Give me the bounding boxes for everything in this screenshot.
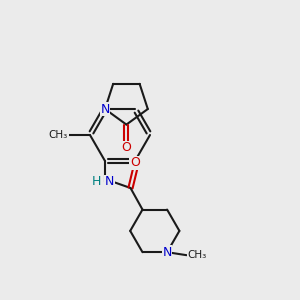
Text: H: H [92, 176, 101, 188]
Text: O: O [130, 156, 140, 169]
Text: N: N [105, 176, 114, 188]
Text: CH₃: CH₃ [188, 250, 207, 260]
Text: O: O [122, 141, 131, 154]
Text: N: N [100, 103, 110, 116]
Text: N: N [162, 246, 172, 259]
Text: CH₃: CH₃ [49, 130, 68, 140]
